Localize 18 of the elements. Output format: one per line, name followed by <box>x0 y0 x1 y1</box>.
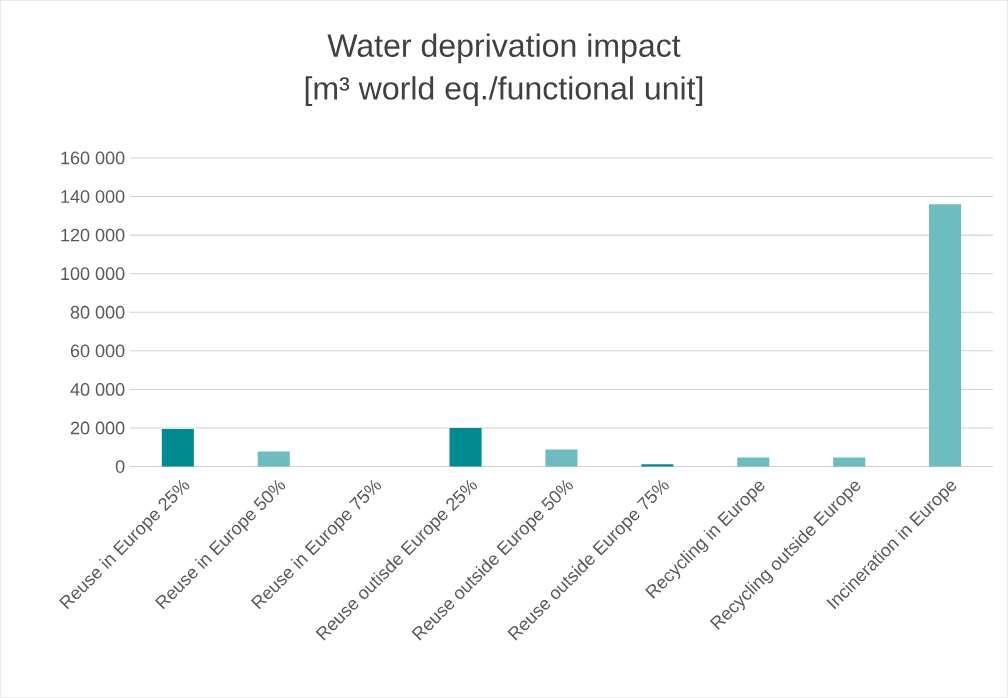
bar <box>833 457 866 467</box>
bar <box>737 457 770 467</box>
y-tick-label: 160 000 <box>61 151 125 165</box>
y-tick-label: 20 000 <box>70 421 125 435</box>
y-tick-label: 60 000 <box>70 344 125 358</box>
bar <box>161 428 194 467</box>
y-tick-label: 40 000 <box>70 383 125 396</box>
bar <box>257 451 290 467</box>
bar <box>545 449 578 467</box>
y-tick-label: 100 000 <box>61 267 125 281</box>
bar <box>929 204 962 467</box>
bar <box>449 428 482 467</box>
chart-title: Water deprivation impact [m³ world eq./functional unit] <box>305 33 703 107</box>
y-tick-label: 120 000 <box>61 228 125 242</box>
y-tick-label: 140 000 <box>61 190 125 203</box>
y-tick-label: 0 <box>115 460 125 473</box>
bar <box>641 464 674 467</box>
y-tick-label: 80 000 <box>70 305 125 319</box>
